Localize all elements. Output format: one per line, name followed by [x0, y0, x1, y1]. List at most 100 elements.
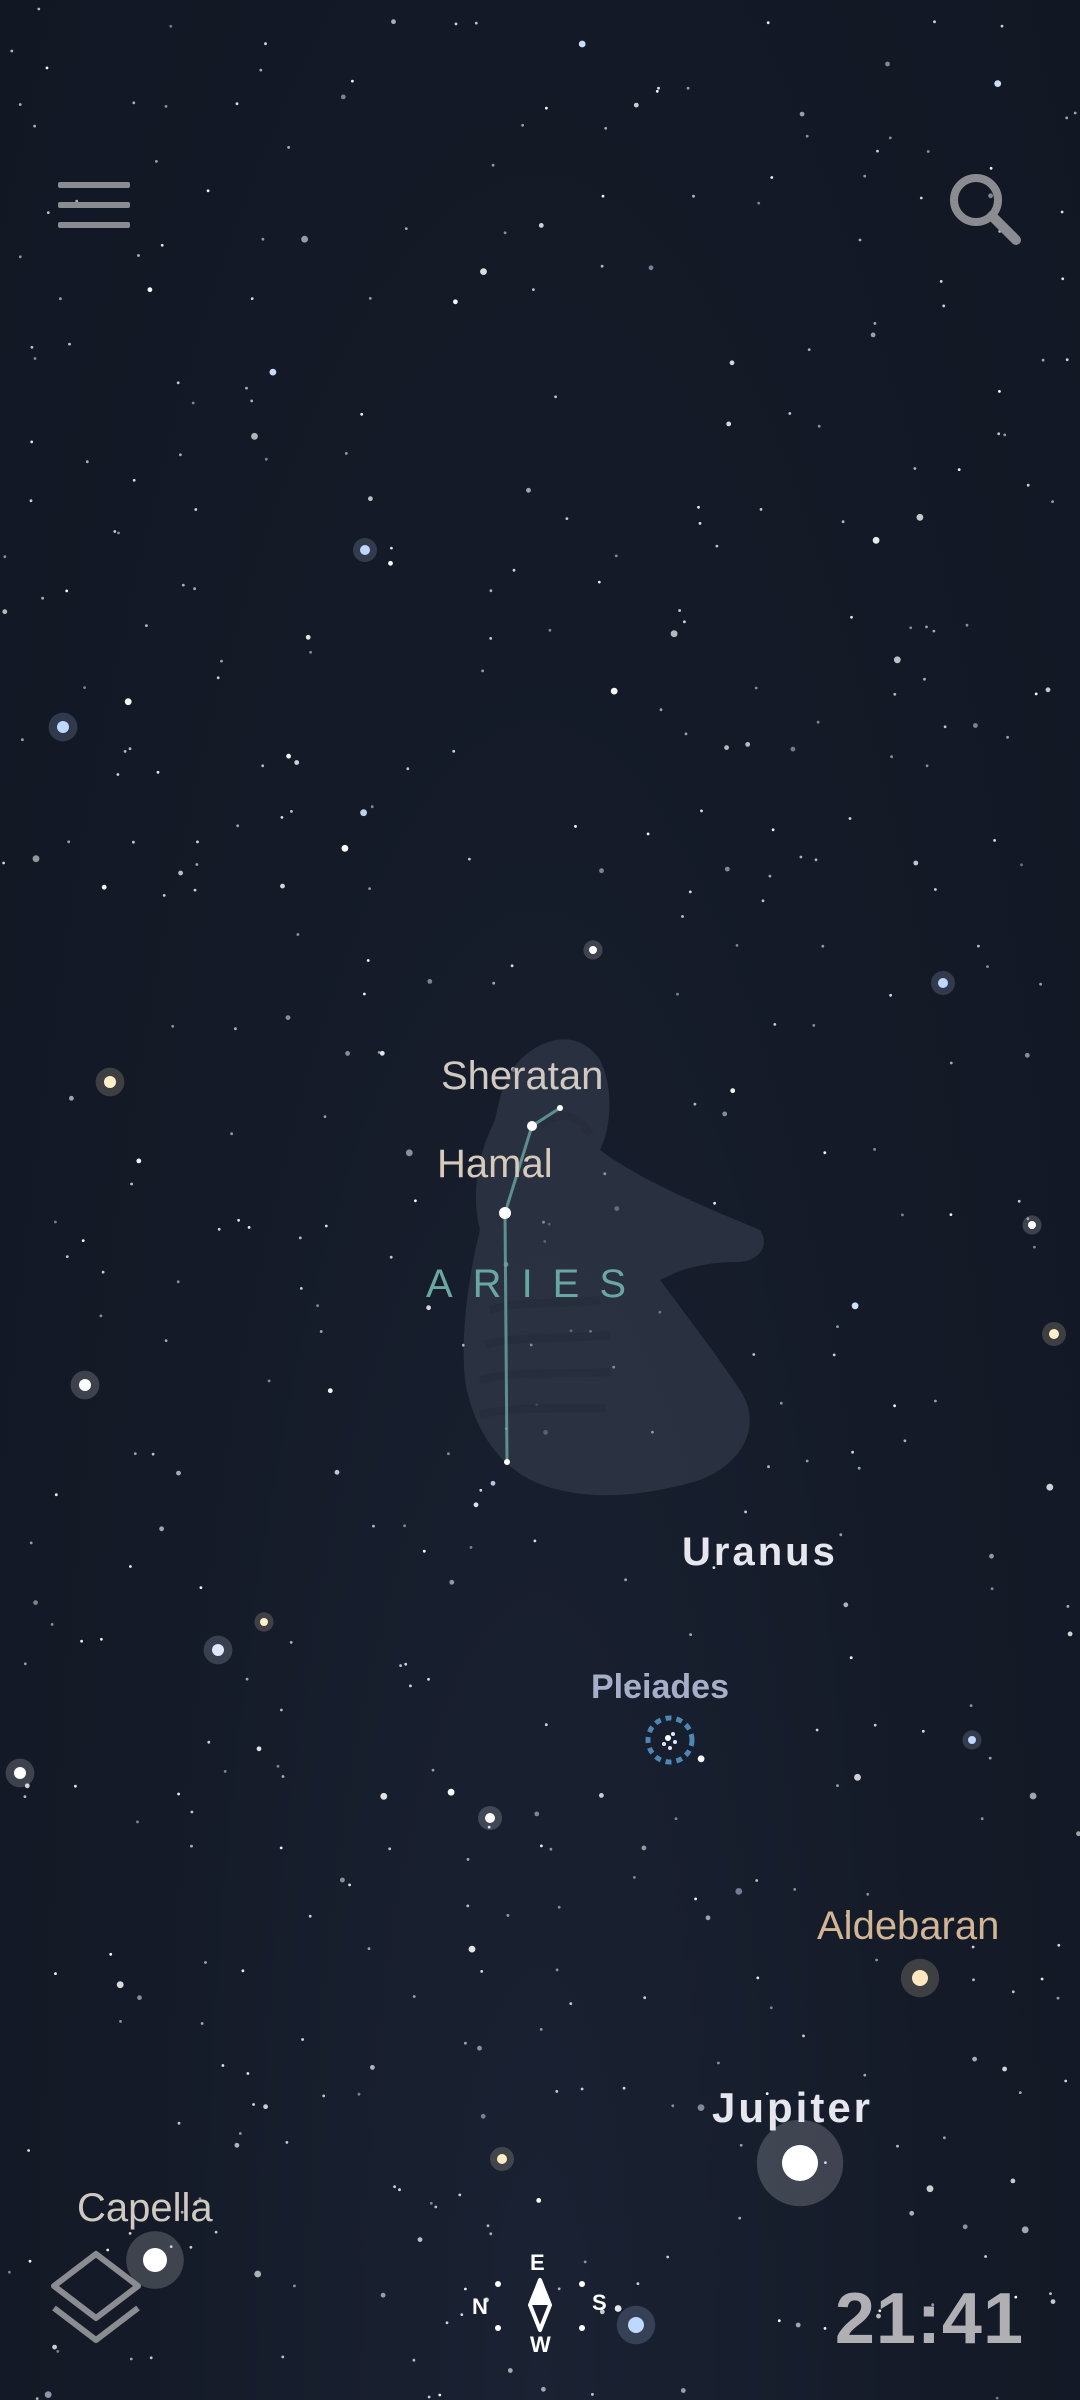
star — [766, 21, 770, 25]
star — [200, 2022, 204, 2025]
star — [220, 659, 223, 663]
bright-star[interactable] — [143, 2248, 167, 2272]
bright-star[interactable] — [628, 2317, 644, 2333]
star — [234, 2142, 240, 2148]
bright-star[interactable] — [79, 1379, 91, 1391]
bright-star[interactable] — [485, 1813, 495, 1823]
time-display[interactable]: 21:41 — [834, 2279, 1024, 2359]
label-pleiades[interactable]: Pleiades — [591, 1668, 729, 1706]
star — [367, 1947, 371, 1950]
star — [256, 1746, 262, 1752]
label-aries[interactable]: ARIES — [426, 1262, 647, 1306]
bright-star[interactable] — [968, 1736, 976, 1744]
star — [680, 2388, 686, 2393]
bright-star[interactable] — [938, 978, 948, 988]
star — [683, 620, 686, 624]
star — [692, 194, 695, 198]
pleiades-cluster-marker[interactable] — [640, 1710, 700, 1770]
label-sheratan[interactable]: Sheratan — [441, 1054, 604, 1098]
star — [1057, 1943, 1061, 1947]
star — [33, 124, 36, 128]
star — [190, 1844, 193, 1848]
star — [23, 1662, 27, 1666]
star — [896, 2144, 899, 2148]
star — [390, 546, 393, 550]
star — [851, 1302, 859, 1310]
label-uranus[interactable]: Uranus — [682, 1530, 838, 1574]
layers-button[interactable] — [46, 2248, 146, 2352]
star — [1006, 735, 1009, 739]
star — [752, 1353, 756, 1356]
star — [712, 1566, 716, 1569]
star — [2, 609, 8, 615]
label-aldebaran[interactable]: Aldebaran — [817, 1904, 1000, 1948]
menu-button[interactable] — [56, 178, 132, 234]
star — [37, 7, 41, 11]
search-button[interactable] — [944, 168, 1024, 248]
star — [280, 883, 285, 889]
star — [100, 1637, 103, 1641]
star — [876, 2313, 881, 2319]
star — [903, 1439, 907, 1443]
star — [109, 1952, 113, 1956]
star — [427, 2395, 431, 2399]
label-capella[interactable]: Capella — [77, 2186, 213, 2230]
star — [164, 105, 168, 108]
bright-star[interactable] — [14, 1767, 26, 1779]
star — [836, 1784, 839, 1787]
star — [490, 1480, 496, 1486]
bright-star[interactable] — [260, 1618, 268, 1626]
layers-icon — [51, 2251, 141, 2343]
star — [823, 1151, 827, 1155]
star — [851, 1450, 854, 1454]
star — [539, 2028, 543, 2031]
star — [540, 1844, 543, 1848]
compass-button[interactable]: E N S W — [462, 2250, 622, 2360]
hamburger-menu-icon — [58, 182, 130, 228]
star — [713, 1201, 716, 1205]
star — [790, 746, 796, 752]
star — [309, 650, 312, 654]
star — [759, 508, 763, 511]
bright-star[interactable] — [497, 2154, 507, 2164]
star — [33, 357, 37, 360]
bright-star[interactable] — [782, 2145, 818, 2181]
star — [678, 609, 681, 612]
bright-star[interactable] — [212, 1644, 224, 1656]
bright-star[interactable] — [1028, 1221, 1036, 1229]
star — [124, 698, 132, 706]
bright-star[interactable] — [104, 1076, 116, 1088]
star — [557, 2287, 561, 2291]
star — [925, 625, 928, 629]
star — [65, 1255, 69, 1258]
bright-star[interactable] — [589, 946, 597, 954]
star — [340, 94, 346, 100]
star — [155, 160, 158, 163]
star — [492, 981, 496, 985]
bright-star[interactable] — [1049, 1329, 1059, 1339]
star — [54, 1220, 57, 1224]
star — [204, 1961, 207, 1964]
star — [926, 2185, 934, 2193]
star — [426, 1305, 431, 1311]
bright-star[interactable] — [360, 545, 370, 555]
star — [973, 723, 978, 728]
bright-star[interactable] — [57, 721, 69, 733]
star — [541, 2386, 546, 2392]
star — [2, 861, 5, 865]
star — [29, 1541, 33, 1545]
label-hamal[interactable]: Hamal — [437, 1142, 553, 1186]
bright-star[interactable] — [912, 1970, 928, 1986]
star — [324, 1224, 328, 1228]
star — [942, 304, 946, 308]
star — [276, 1764, 280, 1768]
star — [641, 1845, 647, 1851]
star — [269, 368, 277, 376]
star — [873, 1148, 876, 1151]
label-jupiter[interactable]: Jupiter — [712, 2084, 874, 2131]
star — [464, 2287, 467, 2291]
star — [341, 844, 349, 852]
star — [599, 868, 604, 874]
star — [466, 1904, 470, 1908]
